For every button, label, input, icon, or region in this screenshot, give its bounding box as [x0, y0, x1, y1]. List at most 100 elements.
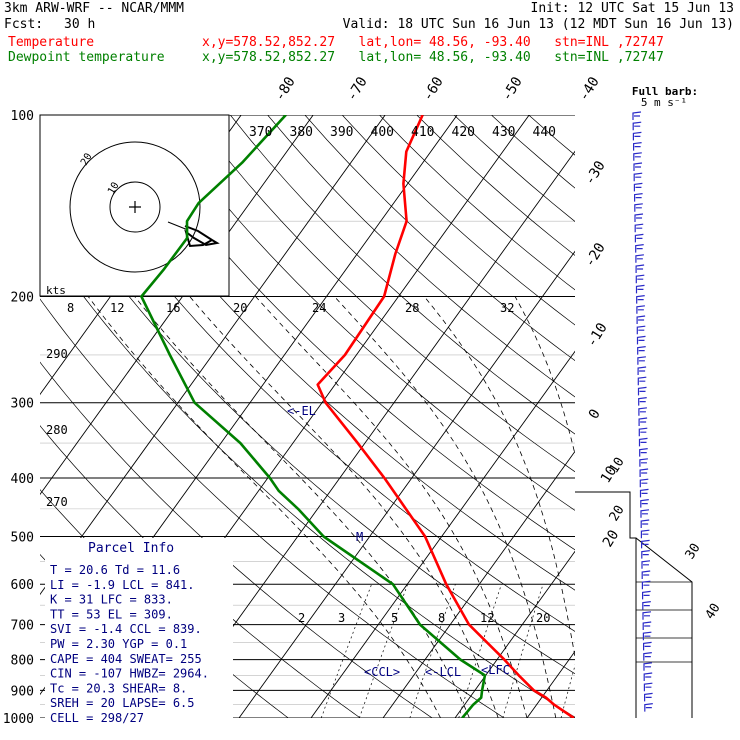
parcel-info-row: SVI = -1.4 CCL = 839. [50, 622, 202, 636]
parcel-info-title: Parcel Info [88, 541, 174, 556]
dry-adiabat [40, 298, 505, 718]
wind-barb [641, 570, 651, 579]
parcel-info-row: SREH = 20 LAPSE= 6.5 [50, 696, 195, 710]
mixing-ratio-line [502, 584, 544, 718]
wind-barb [643, 641, 652, 651]
wind-barb [638, 397, 647, 406]
isotherm [599, 115, 740, 718]
wind-barb [642, 590, 651, 600]
pressure-tick-300: 300 [11, 397, 34, 412]
hodograph-ring-20 [69, 141, 201, 273]
dry-adiabat [267, 115, 575, 398]
wind-barb [643, 682, 653, 692]
wind-barb [633, 142, 642, 151]
wind-barb [642, 621, 652, 630]
wind-speed-label: 30 [683, 541, 704, 562]
theta-label: 370 [249, 125, 272, 140]
wind-legend-title: Full barb: [632, 85, 698, 98]
mixing-ratio-label: 2 [298, 611, 305, 625]
wind-barb [639, 478, 649, 488]
pressure-tick-600: 600 [11, 578, 34, 593]
dewpoint-legend: Dewpoint temperature [8, 50, 165, 65]
dry-adiabat [155, 115, 575, 511]
wind-barb [639, 458, 648, 467]
hodograph-ring-10 [109, 181, 161, 233]
mixing-ratio-label: 12 [110, 301, 124, 315]
forecast-label: Fcst: [4, 17, 44, 32]
mixing-ratio-label: 12 [480, 611, 494, 625]
isotherm [454, 550, 575, 718]
model-title: 3km ARW-WRF -- NCAR/MMM [4, 1, 185, 16]
parcel-info-row: CAPE = 404 SWEAT= 255 [50, 652, 202, 666]
wind-barb [642, 611, 652, 620]
parcel-info-row: K = 31 LFC = 833. [50, 593, 173, 607]
dry-adiabat [118, 115, 575, 551]
isotherm [40, 115, 386, 596]
hodograph-origin [129, 201, 141, 213]
mixing-ratio-label: 8 [67, 301, 74, 315]
wind-barb [634, 223, 644, 233]
valid-time: Valid: 18 UTC Sun 16 Jun 13 (12 MDT Sun … [342, 17, 734, 32]
hodograph-units: kts [46, 284, 66, 297]
hodograph-ring-label: 10 [106, 181, 122, 197]
dry-adiabat [43, 115, 575, 632]
theta-label: 400 [371, 125, 394, 140]
wind-barb [636, 325, 646, 335]
dewpoint-location: x,y=578.52,852.27 lat,lon= 48.56, -93.40… [202, 50, 664, 65]
isotherm-label: -50 [499, 74, 526, 104]
isotherm [40, 115, 314, 496]
pressure-tick-500: 500 [11, 530, 34, 545]
wind-barb [635, 284, 645, 294]
parcel-info-row: CIN = -107 HWBZ= 2964. [50, 667, 209, 681]
mixing-ratio-line [409, 584, 456, 718]
wind-barb [632, 121, 642, 131]
wind-barb [635, 254, 644, 263]
mixing-ratio-label: 3 [338, 611, 345, 625]
wind-barb [639, 448, 648, 457]
wind-barb [640, 499, 649, 508]
wind-barb [640, 509, 650, 518]
isotherm-label: -40 [576, 74, 603, 104]
forecast-hour: 30 h [64, 17, 96, 32]
isotherm [526, 650, 575, 718]
dry-adiabat [341, 115, 575, 326]
wind-barb [632, 111, 642, 120]
dry-adiabat [491, 115, 575, 189]
isotherm-label: -20 [582, 240, 609, 270]
temperature-line [316, 115, 575, 718]
theta-label: 380 [290, 125, 313, 140]
theta-label: 280 [46, 423, 68, 437]
wind-barb [635, 244, 644, 253]
moist-adiabat [334, 296, 557, 718]
wind-barb [640, 529, 650, 539]
dry-adiabat [304, 115, 575, 362]
wind-barb [635, 264, 645, 273]
isotherm-label: -10 [584, 320, 611, 350]
mixing-ratio-label: 32 [500, 301, 514, 315]
parcel-info-box [45, 538, 233, 723]
hodograph-inset [39, 114, 230, 297]
wind-barb [638, 437, 648, 447]
wind-barb [634, 193, 643, 202]
wind-barb [641, 580, 651, 590]
mixing-ratio-label: 20 [233, 301, 247, 315]
wind-barb [636, 295, 645, 304]
pressure-tick-700: 700 [11, 619, 34, 634]
isotherm-label: -80 [272, 74, 299, 104]
m-marker: M [356, 530, 363, 544]
mixing-ratio-label: 24 [312, 301, 326, 315]
moist-adiabat [87, 296, 441, 718]
temperature-location: x,y=578.52,852.27 lat,lon= 48.56, -93.40… [202, 35, 664, 50]
isotherm-label: 0 [586, 406, 604, 422]
wind-barb [633, 162, 643, 171]
pressure-tick-1000: 1000 [3, 712, 34, 727]
hodograph-storm-vector [167, 221, 189, 231]
pressure-tick-400: 400 [11, 472, 34, 487]
mixing-ratio-label: 20 [536, 611, 550, 625]
wind-panel-grid [636, 581, 692, 663]
parcel-info-row: T = 20.6 Td = 11.6 [50, 563, 180, 577]
pressure-tick-200: 200 [11, 291, 34, 306]
wind-barb [643, 662, 653, 671]
wind-barb [642, 631, 652, 641]
